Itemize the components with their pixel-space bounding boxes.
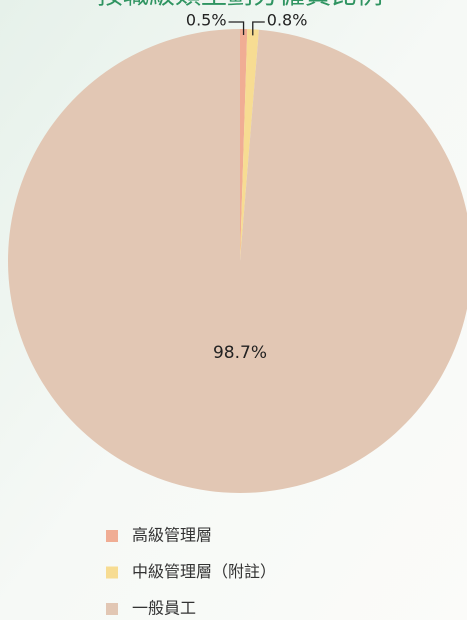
pie-slice: [8, 29, 467, 493]
pie-slice: [240, 29, 248, 261]
pie-slice: [240, 29, 259, 262]
legend-label: 一般員工: [132, 599, 196, 618]
data-label: 0.5%: [186, 11, 227, 30]
legend-label: 中級管理層（附註）: [132, 562, 276, 581]
legend-label: 高級管理層: [132, 526, 212, 545]
legend-swatch: [106, 566, 118, 579]
legend-swatch: [106, 530, 118, 542]
leader-line: [252, 21, 265, 36]
leader-line: [228, 21, 245, 36]
legend-swatch: [106, 603, 118, 615]
chart-title: 按職級類型劃分僱員比例: [97, 0, 383, 11]
pie: 0.5% 0.8% 98.7%: [8, 11, 467, 493]
data-label: 98.7%: [213, 343, 267, 363]
data-label: 0.8%: [267, 11, 308, 30]
